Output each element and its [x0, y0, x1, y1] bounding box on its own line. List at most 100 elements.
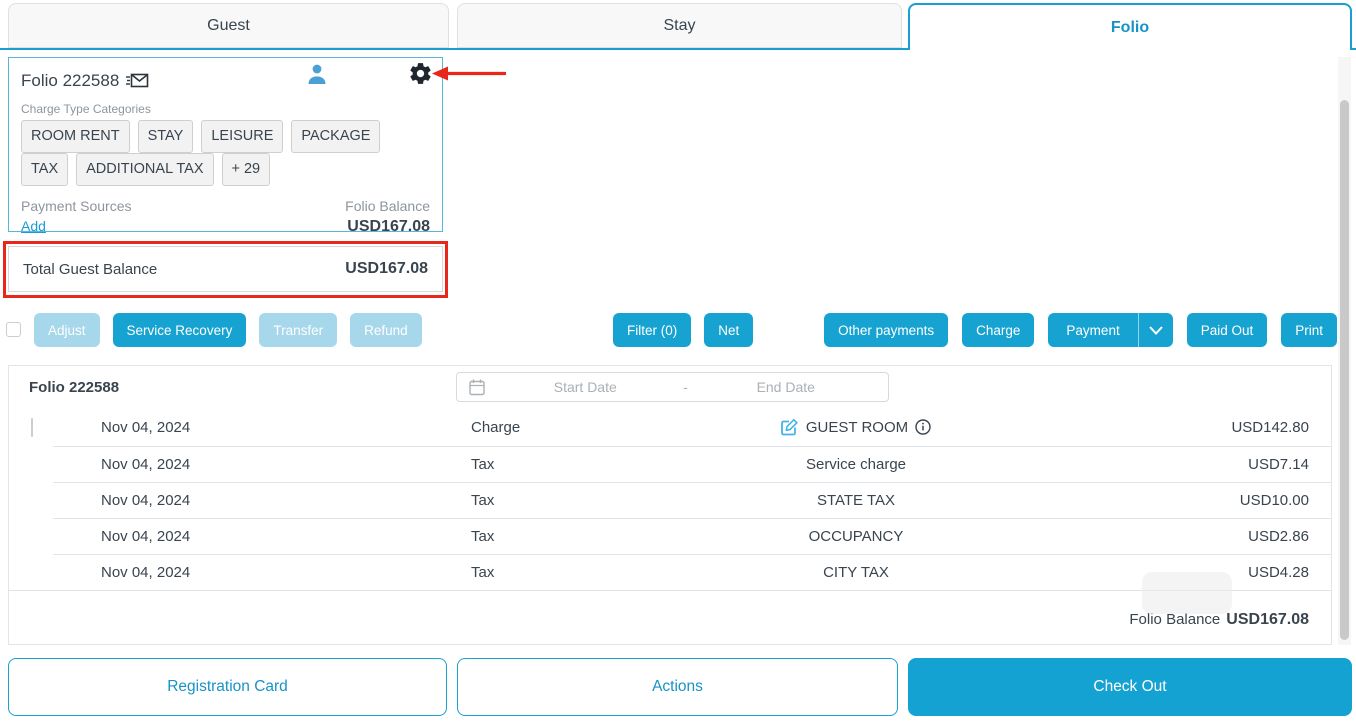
date-separator: - — [683, 379, 688, 395]
folio-balance-footer-value: USD167.08 — [1226, 611, 1309, 628]
charge-button[interactable]: Charge — [962, 313, 1035, 347]
folio-balance-label: Folio Balance — [345, 198, 430, 214]
check-out-button[interactable]: Check Out — [908, 658, 1352, 716]
transactions-panel-header: Folio 222588 Start Date - End Date — [9, 366, 1331, 408]
transaction-type: Tax — [471, 456, 495, 473]
edit-icon[interactable] — [780, 418, 799, 436]
registration-card-button[interactable]: Registration Card — [8, 658, 447, 716]
transaction-type: Tax — [471, 564, 495, 581]
total-guest-balance-value: USD167.08 — [345, 260, 428, 277]
transaction-amount: USD142.80 — [1231, 418, 1309, 436]
transaction-amount: USD10.00 — [1239, 492, 1309, 509]
gear-icon[interactable] — [408, 61, 433, 86]
payment-sources-row: Payment Sources Folio Balance — [21, 198, 430, 214]
adjust-button[interactable]: Adjust — [34, 313, 100, 347]
toolbar-right-group: Other payments Charge Payment Paid Out P… — [824, 313, 1337, 347]
transfer-button[interactable]: Transfer — [259, 313, 338, 347]
faded-tooltip-remnant — [1142, 572, 1232, 614]
tab-stay-label: Stay — [663, 16, 696, 34]
row-divider — [53, 554, 1331, 555]
start-date-placeholder: Start Date — [553, 379, 617, 395]
tab-bar-baseline — [0, 48, 1356, 50]
total-guest-balance-label: Total Guest Balance — [23, 260, 158, 278]
info-icon[interactable] — [915, 419, 931, 435]
paid-out-button[interactable]: Paid Out — [1186, 313, 1268, 347]
toolbar-center-group: Filter (0) Net — [613, 313, 754, 347]
transaction-date: Nov 04, 2024 — [101, 418, 191, 436]
row-divider — [53, 446, 1331, 447]
transaction-amount: USD7.14 — [1248, 456, 1309, 473]
net-button[interactable]: Net — [704, 313, 754, 347]
scrollbar-thumb[interactable] — [1340, 100, 1349, 640]
transaction-type: Charge — [471, 418, 521, 436]
transaction-date: Nov 04, 2024 — [101, 564, 191, 581]
toolbar-left-group: Adjust Service Recovery Transfer Refund — [34, 313, 422, 347]
date-range-input[interactable]: Start Date - End Date — [456, 372, 889, 402]
row-divider — [9, 590, 1331, 591]
folio-balance-footer: Folio Balance USD167.08 — [1129, 611, 1309, 629]
actions-button[interactable]: Actions — [457, 658, 898, 716]
transaction-description: STATE TAX — [816, 492, 896, 509]
tab-bar: Guest Stay Folio — [0, 0, 1356, 50]
annotation-arrow — [430, 64, 508, 83]
tab-stay[interactable]: Stay — [457, 3, 902, 48]
other-payments-button[interactable]: Other payments — [824, 313, 949, 347]
select-all-checkbox[interactable] — [6, 322, 21, 337]
folio-summary-card: Folio 222588 Charge Type Categories ROOM… — [8, 57, 443, 235]
guest-profile-icon[interactable] — [307, 63, 327, 85]
payment-split-button[interactable]: Payment — [1048, 313, 1173, 347]
payment-sources-label: Payment Sources — [21, 198, 132, 214]
category-more-chip[interactable]: + 29 — [221, 153, 271, 186]
send-email-icon[interactable] — [125, 72, 149, 90]
payment-button-label[interactable]: Payment — [1066, 322, 1120, 338]
filter-button[interactable]: Filter (0) — [613, 313, 692, 347]
folio-balance-row: Add USD167.08 — [21, 218, 430, 236]
folio-title: Folio 222588 — [21, 71, 120, 90]
print-button[interactable]: Print — [1281, 313, 1337, 347]
bottom-action-bar: Registration Card Actions Check Out — [0, 645, 1356, 722]
transaction-description-cell: GUEST ROOM — [651, 418, 1061, 436]
add-payment-source-link[interactable]: Add — [21, 218, 46, 234]
scrollbar-track[interactable] — [1338, 57, 1351, 645]
transaction-date: Nov 04, 2024 — [101, 528, 191, 545]
category-chip: TAX — [21, 153, 69, 186]
charge-type-category-chips: ROOM RENT STAY LEISURE PACKAGE TAX ADDITIONAL… — [21, 120, 430, 186]
folio-balance-footer-label: Folio Balance — [1129, 611, 1221, 628]
category-chip: ROOM RENT — [21, 120, 130, 153]
folio-toolbar: Adjust Service Recovery Transfer Refund … — [0, 313, 1356, 347]
transaction-row: Nov 04, 2024 Tax STATE TAX USD10.00 — [9, 483, 1331, 518]
transaction-date: Nov 04, 2024 — [101, 456, 191, 473]
category-chip: ADDITIONAL TAX — [76, 153, 214, 186]
total-guest-balance-box: Total Guest Balance USD167.08 — [8, 246, 443, 292]
transaction-type: Tax — [471, 528, 495, 545]
charge-type-categories-label: Charge Type Categories — [21, 102, 151, 116]
tab-folio[interactable]: Folio — [908, 3, 1352, 50]
category-chip: LEISURE — [201, 120, 284, 153]
tab-folio-label: Folio — [1110, 18, 1150, 36]
service-recovery-button[interactable]: Service Recovery — [112, 313, 247, 347]
transaction-row: Nov 04, 2024 Tax CITY TAX USD4.28 — [9, 555, 1331, 590]
row-checkbox-cell — [9, 417, 101, 437]
transactions-panel: Folio 222588 Start Date - End Date Nov 0… — [8, 365, 1332, 645]
tab-guest-label: Guest — [207, 16, 250, 34]
tab-guest[interactable]: Guest — [8, 3, 449, 48]
refund-button[interactable]: Refund — [350, 313, 422, 347]
transaction-row: Nov 04, 2024 Tax Service charge USD7.14 — [9, 447, 1331, 482]
calendar-icon — [469, 379, 485, 396]
panel-folio-label: Folio 222588 — [29, 378, 120, 396]
transaction-row: Nov 04, 2024 Tax OCCUPANCY USD2.86 — [9, 519, 1331, 554]
category-chip: STAY — [137, 120, 194, 153]
row-checkbox[interactable] — [31, 417, 33, 437]
payment-split-divider — [1137, 313, 1139, 347]
transaction-type: Tax — [471, 492, 495, 509]
transaction-description: OCCUPANCY — [808, 528, 904, 545]
category-chip: PACKAGE — [291, 120, 381, 153]
end-date-placeholder: End Date — [756, 379, 815, 395]
row-divider — [53, 482, 1331, 483]
chevron-down-icon[interactable] — [1139, 313, 1173, 347]
transaction-row: Nov 04, 2024 Charge GUEST ROOM — [9, 408, 1331, 446]
transaction-amount: USD4.28 — [1248, 564, 1309, 581]
row-divider — [53, 518, 1331, 519]
transaction-description: Service charge — [805, 456, 907, 473]
